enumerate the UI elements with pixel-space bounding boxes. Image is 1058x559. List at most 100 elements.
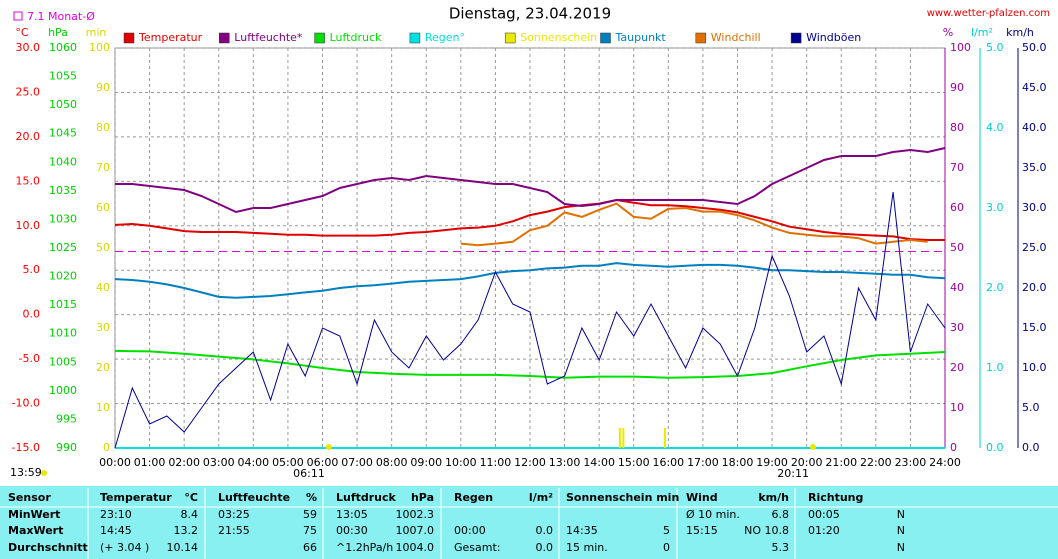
- table-cell: 59: [303, 508, 317, 521]
- sun-marker: [809, 444, 816, 450]
- series-line: [114, 198, 945, 241]
- x-tick-label: 21:00: [825, 456, 857, 469]
- x-tick-label: 12:00: [514, 456, 546, 469]
- y-tick-label: 1055: [49, 70, 77, 83]
- table-cell: 8.4: [181, 508, 199, 521]
- x-tick-label: 24:00: [929, 456, 961, 469]
- x-tick-label: 17:00: [687, 456, 719, 469]
- table-cell: 14:45: [100, 524, 132, 537]
- table-cell: 0.0: [536, 524, 554, 537]
- y-tick-label: 60: [96, 201, 110, 214]
- table-cell: 75: [303, 524, 317, 537]
- table-cell: 03:25: [218, 508, 250, 521]
- legend-label: Regen°: [425, 31, 465, 44]
- y-tick-label: 1.0: [986, 361, 1004, 374]
- y-tick-label: 25.0: [1022, 241, 1047, 254]
- legend-label: Luftdruck: [330, 31, 382, 44]
- y-tick-label: 90: [950, 81, 964, 94]
- table-cell: MinWert: [8, 508, 60, 521]
- y-tick-label: 80: [96, 121, 110, 134]
- y-tick-label: 1060: [49, 41, 77, 54]
- y-tick-label: 20.0: [16, 130, 41, 143]
- axis-unit: min: [86, 26, 107, 39]
- table-cell: 10.14: [167, 541, 199, 554]
- y-tick-label: 1010: [49, 327, 77, 340]
- y-tick-label: 1025: [49, 241, 77, 254]
- table-cell: %: [306, 491, 317, 504]
- table-cell: NO 10.8: [744, 524, 789, 537]
- y-tick-label: 1045: [49, 127, 77, 140]
- table-cell: Luftdruck: [336, 491, 397, 504]
- x-tick-label: 08:00: [376, 456, 408, 469]
- legend-swatch: [219, 32, 230, 44]
- chart-title: Dienstag, 23.04.2019: [449, 5, 611, 23]
- x-tick-label: 19:00: [756, 456, 788, 469]
- x-tick-label: 07:00: [341, 456, 373, 469]
- y-tick-label: 50: [950, 241, 964, 254]
- mean-label: 7.1 Monat-Ø: [27, 10, 95, 23]
- y-tick-label: 70: [950, 161, 964, 174]
- legend-swatch: [600, 32, 611, 44]
- x-tick-label: 14:00: [583, 456, 615, 469]
- table-cell: 5: [663, 524, 670, 537]
- x-tick-label: 09:00: [410, 456, 442, 469]
- x-tick-label: 05:00: [272, 456, 304, 469]
- y-tick-label: 10: [950, 401, 964, 414]
- y-tick-label: 50.0: [1022, 41, 1047, 54]
- y-tick-label: 3.0: [986, 201, 1004, 214]
- x-tick-label: 16:00: [652, 456, 684, 469]
- sun-marker: [325, 444, 332, 450]
- table-cell: 14:35: [566, 524, 598, 537]
- sun-label: 20:11: [777, 467, 809, 480]
- table-cell: 01:20: [808, 524, 840, 537]
- table-cell: Ø 10 min.: [686, 508, 740, 521]
- table-cell: 0.0: [536, 541, 554, 554]
- table-cell: N: [897, 508, 905, 521]
- table-cell: ^1.2hPa/h: [336, 541, 393, 554]
- y-tick-label: 10: [96, 401, 110, 414]
- series-line: [114, 191, 946, 449]
- table-cell: Richtung: [808, 491, 863, 504]
- y-tick-label: 25.0: [16, 85, 41, 98]
- y-tick-label: 20: [96, 361, 110, 374]
- y-tick-label: 30.0: [1022, 201, 1047, 214]
- table-cell: 13:05: [336, 508, 368, 521]
- y-tick-label: 45.0: [1022, 81, 1047, 94]
- table-cell: 15 min.: [566, 541, 608, 554]
- x-tick-label: 20:00: [791, 456, 823, 469]
- y-tick-label: 990: [56, 441, 77, 454]
- y-tick-label: 1040: [49, 155, 77, 168]
- y-tick-label: 30: [96, 321, 110, 334]
- y-tick-label: 2.0: [986, 281, 1004, 294]
- table-cell: 1004.0: [396, 541, 435, 554]
- table-cell: 6.8: [772, 508, 790, 521]
- x-tick-label: 01:00: [134, 456, 166, 469]
- x-tick-label: 02:00: [168, 456, 200, 469]
- table-cell: Sonnenschein min: [566, 491, 679, 504]
- table-cell: N: [897, 524, 905, 537]
- y-tick-label: 0: [950, 441, 957, 454]
- legend-swatch: [790, 32, 802, 44]
- table-cell: Gesamt:: [454, 541, 501, 554]
- y-tick-label: 40.0: [1022, 121, 1047, 134]
- table-cell: 00:00: [454, 524, 486, 537]
- legend-label: Temperatur: [138, 31, 203, 44]
- table-cell: hPa: [411, 491, 434, 504]
- table-cell: 66: [303, 541, 317, 554]
- y-tick-label: 35.0: [1022, 161, 1047, 174]
- x-tick-label: 11:00: [480, 456, 512, 469]
- y-tick-label: 90: [96, 81, 110, 94]
- table-cell: MaxWert: [8, 524, 63, 537]
- y-tick-label: 4.0: [986, 121, 1004, 134]
- y-tick-label: 1015: [49, 298, 77, 311]
- table-cell: 23:10: [100, 508, 132, 521]
- y-tick-label: 20.0: [1022, 281, 1047, 294]
- axis-unit: l/m²: [971, 26, 993, 39]
- table-bg: [0, 486, 1058, 559]
- y-tick-label: 80: [950, 121, 964, 134]
- y-tick-label: 30.0: [16, 41, 41, 54]
- table-cell: 5.3: [772, 541, 790, 554]
- axis-unit: °C: [15, 26, 29, 39]
- y-tick-label: 0.0: [1022, 441, 1040, 454]
